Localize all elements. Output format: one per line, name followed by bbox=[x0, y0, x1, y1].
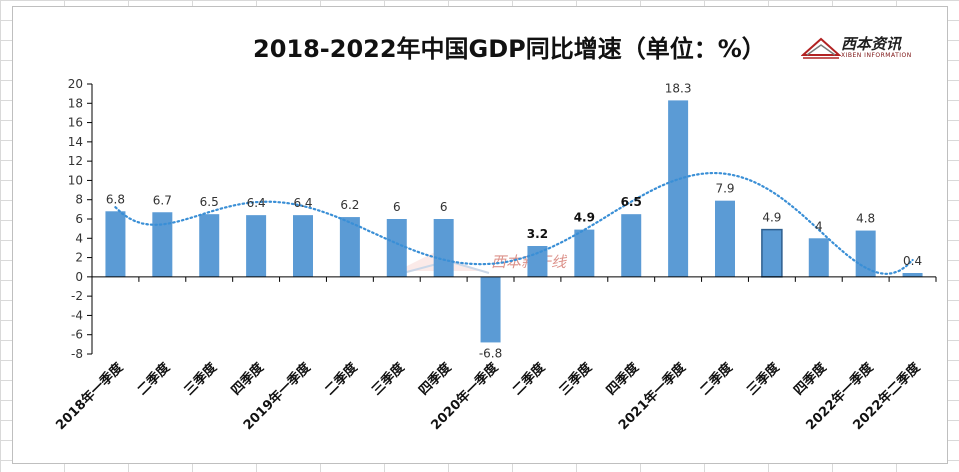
x-tick-label: 二季度 bbox=[134, 359, 174, 399]
data-label: 4.8 bbox=[856, 212, 875, 226]
bar[interactable] bbox=[246, 215, 267, 277]
x-tick-label: 四季度 bbox=[791, 359, 831, 399]
chart-area[interactable]: 2018-2022年中国GDP同比增速（单位：%） 西本资讯 XIBEN INF… bbox=[12, 6, 948, 464]
x-tick-label: 三季度 bbox=[181, 359, 221, 399]
brand-logo-icon bbox=[800, 37, 842, 59]
x-tick-label: 四季度 bbox=[603, 359, 643, 399]
brand-name: 西本资讯 bbox=[841, 35, 902, 53]
x-tick-label: 2018年一季度 bbox=[53, 359, 127, 433]
x-tick-label: 四季度 bbox=[416, 359, 456, 399]
y-tick-label: -8 bbox=[71, 347, 83, 361]
bar[interactable] bbox=[808, 238, 829, 277]
data-label: 6.5 bbox=[621, 195, 642, 209]
y-tick-label: 4 bbox=[75, 231, 83, 245]
bar[interactable] bbox=[621, 214, 642, 277]
bar[interactable] bbox=[480, 276, 501, 343]
bar[interactable] bbox=[902, 273, 923, 277]
data-label: 6.4 bbox=[293, 196, 312, 210]
y-tick-label: 8 bbox=[75, 193, 83, 207]
y-tick-label: -4 bbox=[71, 308, 83, 322]
chart-title: 2018-2022年中国GDP同比增速（单位：%） bbox=[253, 35, 766, 63]
y-tick-label: 12 bbox=[68, 154, 83, 168]
trendline-path bbox=[114, 171, 914, 276]
y-tick-label: 16 bbox=[68, 116, 83, 130]
data-labels: 6.8 6.7 6.5 6.4 6.4 6.2 6 6 -6.8 3.2 4.9 6.5 18.3 7.9… bbox=[106, 81, 922, 360]
data-label: 4 bbox=[815, 219, 823, 233]
data-label: 6.7 bbox=[153, 193, 172, 207]
bar[interactable] bbox=[339, 217, 360, 277]
bar[interactable] bbox=[105, 211, 126, 277]
brand-subtitle: XIBEN INFORMATION bbox=[841, 52, 912, 59]
x-tick-label: 二季度 bbox=[509, 359, 549, 399]
x-tick-label: 三季度 bbox=[369, 359, 409, 399]
y-tick-label: 2 bbox=[75, 251, 83, 265]
trendline bbox=[114, 171, 914, 276]
y-tick-label: 10 bbox=[68, 173, 83, 187]
data-label: 18.3 bbox=[665, 81, 692, 95]
data-label: 4.9 bbox=[762, 211, 781, 225]
brand-logo: 西本资讯 XIBEN INFORMATION bbox=[800, 33, 931, 65]
data-label: 4.9 bbox=[574, 211, 595, 225]
y-tick-label: 6 bbox=[75, 212, 83, 226]
y-tick-label: 14 bbox=[68, 135, 83, 149]
bar[interactable] bbox=[293, 215, 313, 277]
bar-series bbox=[105, 100, 923, 343]
bar[interactable] bbox=[668, 100, 689, 277]
y-tick-label: -6 bbox=[71, 328, 83, 342]
data-label: 6 bbox=[393, 200, 401, 214]
data-label: -6.8 bbox=[479, 346, 502, 360]
data-label: 6.8 bbox=[106, 192, 125, 206]
y-tick-label: 18 bbox=[68, 96, 83, 110]
bar[interactable] bbox=[433, 219, 454, 277]
data-label: 7.9 bbox=[715, 182, 734, 196]
bar[interactable] bbox=[199, 214, 220, 277]
bar[interactable] bbox=[152, 212, 173, 277]
bar[interactable] bbox=[715, 200, 735, 277]
y-axis: -8 -6 -4 -2 0 2 4 6 8 10 12 14 16 18 20 bbox=[68, 77, 93, 361]
y-tick-label: 20 bbox=[68, 77, 83, 91]
x-tick-label: 二季度 bbox=[322, 359, 362, 399]
x-tick-label: 四季度 bbox=[228, 359, 268, 399]
data-label: 6.5 bbox=[200, 195, 219, 209]
bar[interactable] bbox=[527, 246, 548, 277]
data-label: 6.4 bbox=[247, 196, 266, 210]
x-tick-label: 三季度 bbox=[556, 359, 596, 399]
bar[interactable] bbox=[574, 229, 595, 277]
x-tick-label: 三季度 bbox=[744, 359, 784, 399]
bar[interactable] bbox=[761, 228, 783, 278]
data-label: 6.2 bbox=[340, 198, 359, 212]
y-tick-label: 0 bbox=[75, 270, 83, 284]
y-tick-label: -2 bbox=[71, 289, 83, 303]
x-tick-label: 二季度 bbox=[697, 359, 737, 399]
data-label: 6 bbox=[440, 200, 448, 214]
data-label: 0.4 bbox=[903, 254, 922, 268]
bar[interactable] bbox=[386, 219, 407, 277]
data-label: 3.2 bbox=[527, 227, 548, 241]
